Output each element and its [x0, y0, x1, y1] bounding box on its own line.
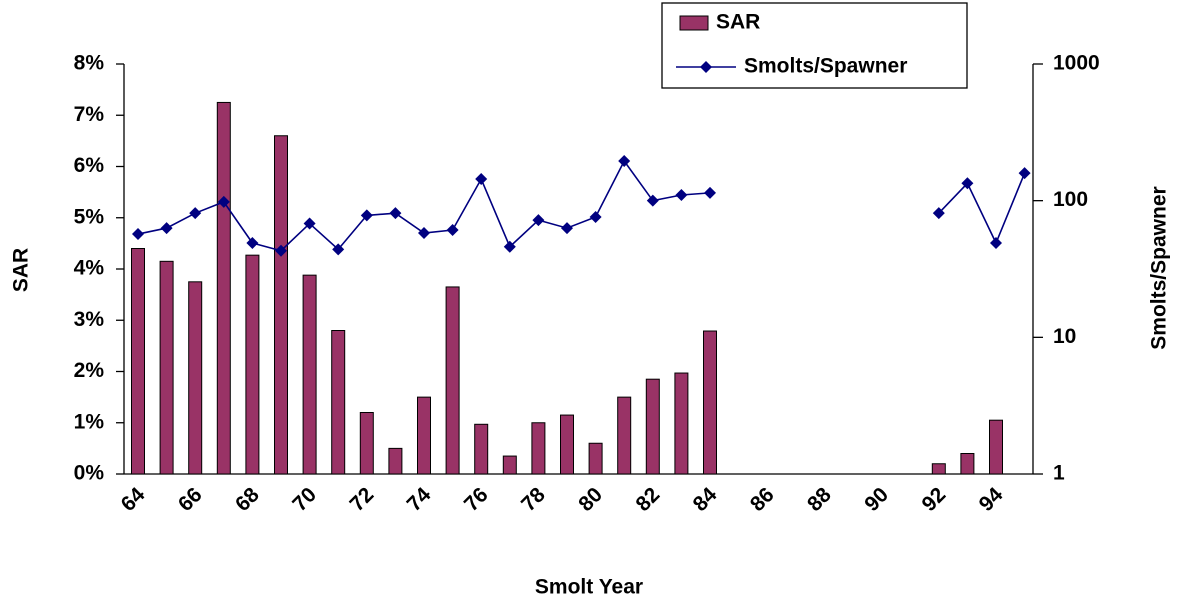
marker	[160, 222, 173, 235]
bar	[388, 447, 403, 475]
marker	[990, 237, 1002, 250]
marker	[932, 207, 945, 220]
x-tick-label: 88	[803, 483, 836, 516]
x-tick-label: 80	[574, 483, 607, 516]
marker	[132, 228, 144, 241]
marker	[675, 189, 688, 202]
legend-label: Smolts/Spawner	[744, 55, 907, 78]
x-tick-label: 66	[174, 483, 207, 516]
bar	[417, 396, 431, 475]
marker	[360, 209, 373, 222]
x-tick-label: 92	[917, 483, 950, 516]
bar	[131, 248, 145, 475]
bar	[331, 330, 346, 475]
marker	[532, 214, 545, 227]
bar	[989, 419, 1003, 475]
y-tick-label: 0%	[74, 462, 105, 485]
legend-swatch	[679, 15, 709, 31]
y-tick-label: 7%	[74, 103, 105, 126]
marker	[332, 243, 345, 256]
marker	[389, 207, 402, 220]
bar	[359, 412, 374, 475]
x-tick-label: 74	[403, 483, 436, 516]
x-tick-label: 70	[288, 483, 321, 516]
bar	[931, 463, 946, 475]
bar	[474, 423, 489, 475]
y2-axis-title: Smolts/Spawner	[1148, 186, 1171, 349]
x-tick-label: 94	[975, 483, 1008, 516]
x-tick-label: 76	[460, 483, 493, 516]
bar	[445, 286, 460, 475]
marker	[961, 177, 974, 190]
bar	[560, 414, 574, 475]
marker	[303, 217, 316, 230]
marker	[475, 173, 488, 186]
marker	[275, 244, 287, 257]
legend-swatch	[700, 61, 712, 73]
x-tick-label: 86	[746, 483, 779, 516]
bar	[216, 101, 231, 475]
marker	[1018, 167, 1031, 180]
x-tick-label: 90	[860, 483, 893, 516]
y2-tick-label: 100	[1053, 188, 1088, 211]
marker	[561, 222, 573, 235]
bar	[674, 372, 689, 475]
bar	[960, 453, 975, 475]
bar	[159, 260, 174, 475]
bar	[188, 281, 203, 475]
y-tick-label: 2%	[74, 359, 105, 382]
y-tick-label: 8%	[74, 52, 105, 75]
legend-box	[661, 2, 968, 89]
y-tick-label: 5%	[74, 205, 105, 228]
line	[137, 159, 1026, 252]
y2-tick-label: 1000	[1053, 52, 1100, 75]
x-tick-label: 78	[517, 483, 550, 516]
y2-tick-label: 1	[1053, 462, 1065, 485]
marker	[189, 207, 202, 220]
bar	[302, 274, 317, 475]
marker	[446, 224, 459, 237]
y-tick-label: 3%	[74, 308, 105, 331]
y-tick-label: 6%	[74, 154, 105, 177]
bar	[617, 396, 632, 475]
bar	[588, 442, 603, 475]
marker	[704, 186, 716, 199]
marker	[217, 195, 230, 208]
marker	[646, 194, 659, 207]
x-tick-label: 68	[231, 483, 264, 516]
y-tick-label: 1%	[74, 410, 105, 433]
bar	[703, 330, 717, 475]
y-tick-label: 4%	[74, 257, 105, 280]
marker	[589, 210, 602, 223]
y-axis-title: SAR	[10, 248, 33, 292]
marker	[418, 226, 430, 239]
x-tick-label: 64	[117, 483, 150, 516]
bar	[531, 422, 546, 475]
x-tick-label: 84	[689, 483, 722, 516]
marker	[246, 237, 259, 250]
bar	[502, 455, 517, 475]
bar	[645, 378, 660, 475]
y2-tick-label: 10	[1053, 325, 1076, 348]
marker	[503, 240, 516, 253]
x-axis-title: Smolt Year	[535, 576, 643, 599]
x-tick-label: 82	[631, 483, 664, 516]
bar	[245, 254, 260, 475]
x-tick-label: 72	[345, 483, 378, 516]
legend-label: SAR	[716, 11, 760, 34]
bar	[274, 135, 288, 475]
marker	[618, 155, 631, 168]
